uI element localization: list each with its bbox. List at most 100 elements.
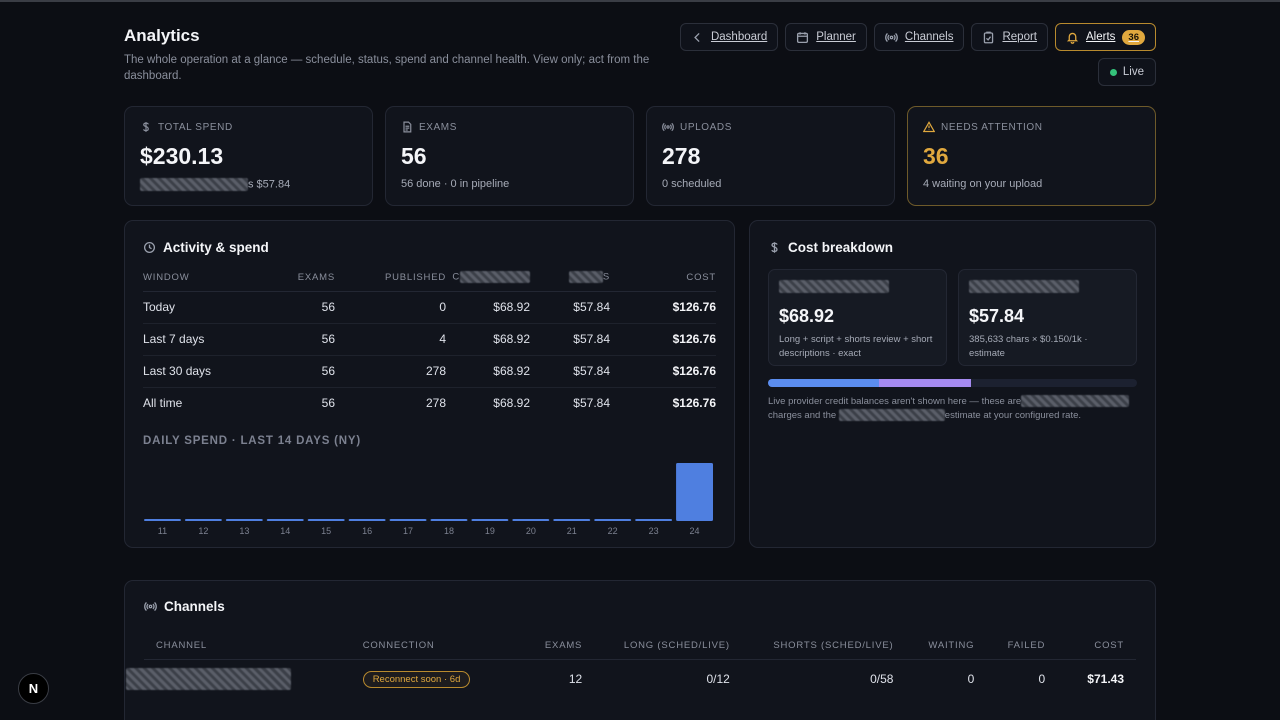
broadcast-icon [885, 32, 898, 42]
column-header: FAILED [974, 632, 1046, 660]
cell-long: 0/12 [706, 672, 730, 687]
column-header: COST [1045, 632, 1136, 660]
report-button[interactable]: Report [971, 23, 1049, 51]
channels-title: Channels [164, 599, 225, 614]
dashboard-label: Dashboard [710, 31, 768, 43]
cell-exams: 56 [321, 396, 335, 411]
chart-bar-13 [225, 519, 263, 521]
cost-left-desc: Long + script + shorts review + short de… [779, 334, 933, 359]
cell-window: Last 7 days [143, 323, 263, 356]
total-spend-sub-suffix: s $57.84 [248, 178, 291, 191]
planner-button[interactable]: Planner [785, 23, 867, 51]
cell-exams: 12 [568, 672, 583, 687]
channels-header-row: CHANNEL CONNECTION EXAMS LONG (SCHED/LIV… [144, 632, 1136, 660]
cell-c: $68.92 [446, 323, 530, 356]
channels-label: Channels [904, 31, 954, 43]
clipboard-icon [984, 31, 994, 43]
cell-published: 278 [335, 355, 446, 388]
column-header: COST [610, 264, 716, 292]
daily-spend-chart: 11 12 13 14 15 16 17 18 19 20 21 22 23 24 [144, 463, 713, 536]
cell-window: Today [143, 291, 263, 324]
dashboard-button[interactable]: Dashboard [679, 23, 779, 51]
chart-title: DAILY SPEND · LAST 14 DAYS (NY) [143, 435, 362, 447]
clock-icon [143, 241, 156, 254]
top-border [0, 0, 1280, 2]
exams-card: EXAMS 56 56 done · 0 in pipeline [385, 106, 634, 206]
column-header: EXAMS [263, 264, 335, 292]
chart-tick-label: 19 [485, 526, 495, 536]
cost-right-desc: 385,633 chars × $0.150/1k · estimate [969, 334, 1088, 359]
dollar-icon [771, 242, 778, 253]
chart-bar-17 [389, 519, 427, 521]
chart-tick-label: 24 [690, 526, 700, 536]
chart-tick-label: 14 [280, 526, 290, 536]
attention-label: NEEDS ATTENTION [941, 121, 1043, 133]
column-header: C [446, 264, 530, 292]
cell-published: 278 [425, 396, 446, 411]
uploads-sub: 0 scheduled [662, 178, 722, 190]
cell-s: $57.84 [530, 323, 610, 356]
uploads-card: UPLOADS 278 0 scheduled [646, 106, 895, 206]
cost-note-part: Live provider credit balances aren't sho… [768, 396, 1022, 407]
chart-bar-20 [512, 519, 550, 521]
total-spend-value: $230.13 [140, 143, 224, 169]
cell-cost: $71.43 [1087, 672, 1124, 687]
activity-header-row: WINDOW EXAMS PUBLISHED C S COST [143, 264, 716, 292]
column-header: CONNECTION [362, 632, 513, 660]
cell-s: $57.84 [530, 355, 610, 388]
chart-bar-18 [430, 519, 468, 521]
chart-tick-label: 12 [198, 526, 208, 536]
table-row[interactable]: Reconnect soon · 6d 12 0/12 0/58 0 0 $71… [126, 659, 1136, 699]
redacted-text [126, 668, 291, 691]
chart-tick-label: 20 [526, 526, 536, 536]
cost-share-segment-a [768, 379, 879, 387]
total-spend-label: TOTAL SPEND [158, 121, 233, 133]
needs-attention-card[interactable]: NEEDS ATTENTION 36 4 waiting on your upl… [907, 106, 1156, 206]
table-row: Today 56 0 $68.92 $57.84 $126.76 [143, 291, 716, 324]
cell-c: $68.92 [446, 291, 530, 324]
cell-window: Last 30 days [143, 355, 263, 388]
planner-label: Planner [816, 31, 856, 43]
cell-cost: $126.76 [672, 396, 716, 411]
cell-failed: 0 [1038, 672, 1046, 687]
cell-published: 4 [335, 323, 446, 356]
redacted-text [1021, 395, 1130, 408]
uploads-label: UPLOADS [680, 121, 732, 133]
attention-sub: 4 waiting on your upload [923, 178, 1043, 190]
cell-waiting: 0 [967, 672, 975, 687]
chart-tick-label: 22 [608, 526, 618, 536]
chart-tick-label: 17 [403, 526, 413, 536]
cell-cost: $126.76 [610, 355, 716, 388]
next-logo-icon[interactable]: N [18, 673, 49, 704]
cost-right-value: $57.84 [969, 306, 1025, 326]
cell-connection: Reconnect soon · 6d [362, 659, 513, 699]
report-label: Report [1002, 31, 1038, 43]
live-dot-icon [1109, 68, 1117, 76]
chart-tick-label: 16 [362, 526, 372, 536]
page-subtitle: The whole operation at a glance — schedu… [124, 54, 650, 82]
uploads-value: 278 [662, 143, 701, 169]
channels-panel: Channels CHANNEL CONNECTION EXAMS LONG (… [124, 580, 1156, 720]
cell-s: $57.84 [530, 291, 610, 324]
cell-exams: 56 [263, 355, 335, 388]
attention-value: 36 [923, 143, 949, 169]
chart-tick-label: 11 [158, 526, 167, 536]
chart-tick-label: 23 [649, 526, 659, 536]
redacted-text [460, 271, 530, 284]
channels-button[interactable]: Channels [873, 23, 965, 51]
chart-bar-16 [348, 519, 386, 521]
alerts-button[interactable]: Alerts 36 [1055, 23, 1156, 51]
column-header: PUBLISHED [335, 264, 446, 292]
chart-bar-24 [676, 463, 713, 521]
cell-cost: $126.76 [610, 323, 716, 356]
column-header: SHORTS (SCHED/LIVE) [729, 632, 894, 660]
calendar-icon [797, 31, 809, 43]
cost-left-value: $68.92 [779, 306, 835, 326]
cell-cost: $126.76 [610, 291, 716, 324]
exams-label: EXAMS [419, 121, 458, 133]
alerts-label: Alerts [1086, 31, 1116, 43]
channels-table: CHANNEL CONNECTION EXAMS LONG (SCHED/LIV… [126, 632, 1136, 699]
reconnect-badge[interactable]: Reconnect soon · 6d [362, 670, 471, 688]
column-header: EXAMS [512, 632, 583, 660]
cost-card-left: $68.92 Long + script + shorts review + s… [768, 269, 947, 366]
